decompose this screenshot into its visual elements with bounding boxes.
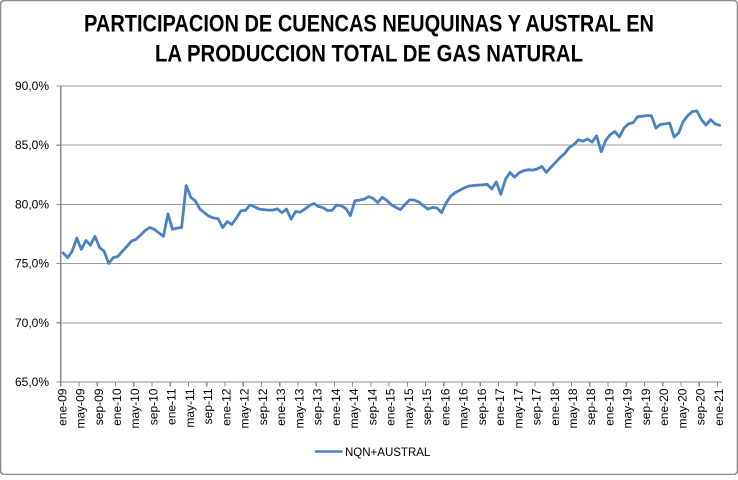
svg-text:may-11: may-11 (183, 388, 197, 427)
svg-text:80,0%: 80,0% (15, 197, 49, 211)
svg-text:ene-17: ene-17 (493, 388, 507, 426)
svg-text:ene-21: ene-21 (712, 388, 726, 426)
svg-text:may-18: may-18 (566, 388, 580, 428)
svg-text:ene-18: ene-18 (548, 388, 562, 426)
svg-text:sep-13: sep-13 (311, 388, 325, 425)
svg-text:may-17: may-17 (511, 388, 525, 428)
svg-text:sep-10: sep-10 (146, 388, 160, 425)
svg-text:may-20: may-20 (675, 388, 689, 428)
svg-text:90,0%: 90,0% (15, 79, 49, 93)
svg-text:sep-19: sep-19 (639, 388, 653, 425)
svg-text:may-14: may-14 (347, 388, 361, 428)
svg-text:ene-10: ene-10 (110, 388, 124, 426)
svg-text:ene-12: ene-12 (219, 388, 233, 426)
svg-text:ene-14: ene-14 (329, 388, 343, 426)
svg-text:85,0%: 85,0% (15, 138, 49, 152)
svg-text:ene-19: ene-19 (602, 388, 616, 426)
svg-text:sep-20: sep-20 (694, 388, 708, 425)
svg-text:may-13: may-13 (292, 388, 306, 428)
svg-text:ene-11: ene-11 (165, 388, 179, 425)
svg-text:sep-12: sep-12 (256, 388, 270, 425)
svg-text:may-12: may-12 (238, 388, 252, 428)
svg-text:70,0%: 70,0% (15, 316, 49, 330)
svg-text:sep-16: sep-16 (475, 388, 489, 425)
svg-text:NQN+AUSTRAL: NQN+AUSTRAL (345, 447, 431, 459)
svg-text:LA PRODUCCION TOTAL DE GAS NAT: LA PRODUCCION TOTAL DE GAS NATURAL (155, 41, 583, 68)
svg-text:ene-15: ene-15 (384, 388, 398, 426)
svg-text:may-15: may-15 (402, 388, 416, 428)
svg-text:sep-17: sep-17 (529, 388, 543, 425)
svg-text:ene-13: ene-13 (274, 388, 288, 426)
svg-text:PARTICIPACION DE CUENCAS NEUQU: PARTICIPACION DE CUENCAS NEUQUINAS Y AUS… (84, 11, 654, 38)
svg-text:sep-14: sep-14 (365, 388, 379, 425)
svg-text:75,0%: 75,0% (15, 257, 49, 271)
svg-text:sep-09: sep-09 (92, 388, 106, 425)
svg-text:may-10: may-10 (128, 388, 142, 428)
svg-text:ene-20: ene-20 (657, 388, 671, 426)
svg-text:may-16: may-16 (457, 388, 471, 428)
svg-text:ene-09: ene-09 (55, 388, 69, 426)
svg-text:sep-18: sep-18 (584, 388, 598, 425)
svg-text:sep-11: sep-11 (201, 388, 215, 424)
svg-text:ene-16: ene-16 (438, 388, 452, 426)
svg-text:65,0%: 65,0% (15, 375, 49, 389)
svg-text:may-19: may-19 (621, 388, 635, 428)
svg-text:sep-15: sep-15 (420, 388, 434, 425)
svg-text:may-09: may-09 (73, 388, 87, 428)
